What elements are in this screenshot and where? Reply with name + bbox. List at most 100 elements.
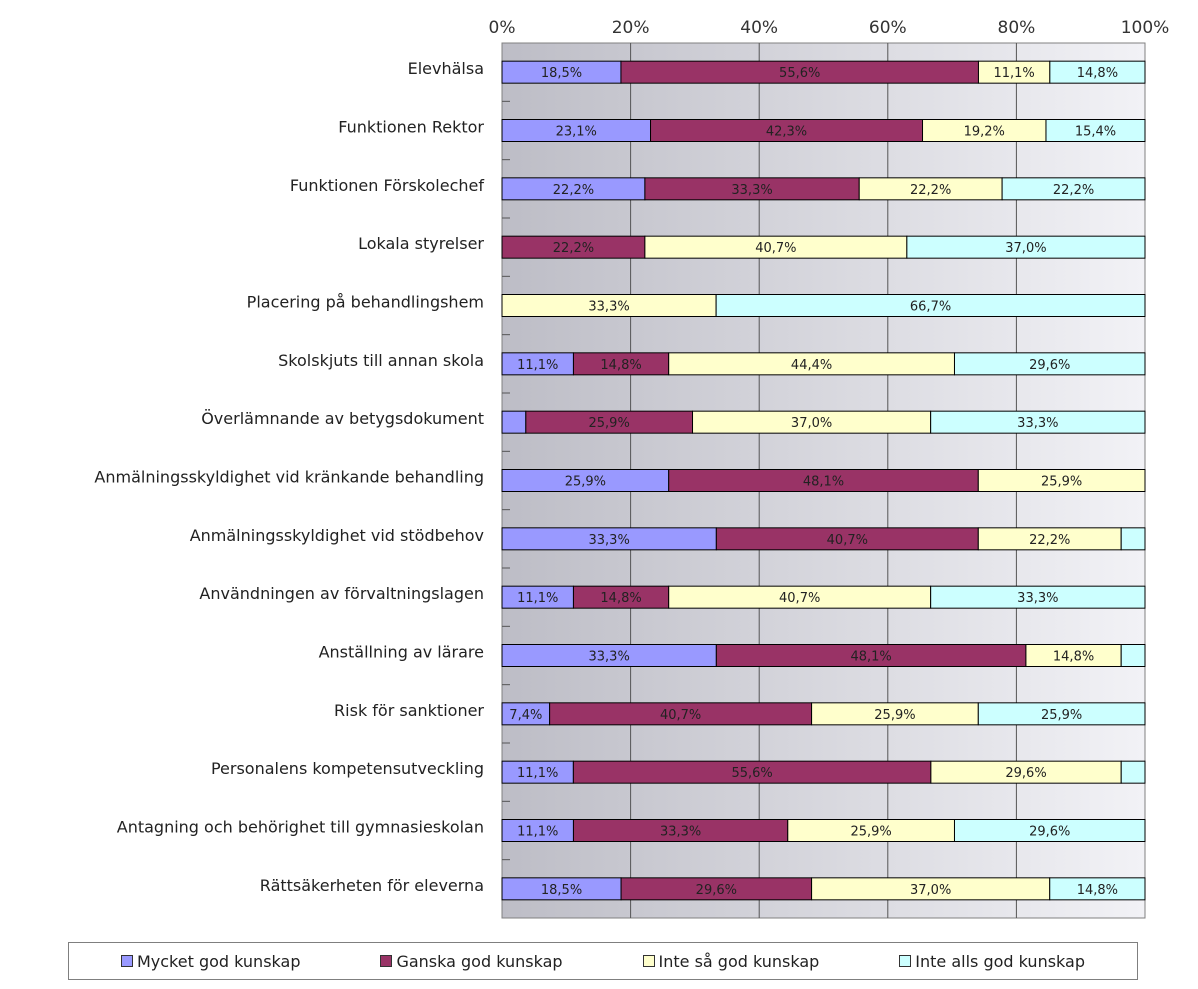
category-label: Placering på behandlingshem [247, 293, 484, 312]
category-label: Anställning av lärare [319, 643, 484, 662]
category-label: Användningen av förvaltningslagen [199, 584, 484, 603]
data-label: 40,7% [660, 708, 701, 723]
legend-label: Ganska god kunskap [396, 951, 563, 971]
legend-item: Inte så god kunskap [642, 951, 820, 971]
bar-segment [930, 410, 1146, 434]
data-label: 7,4% [509, 708, 542, 723]
bars: 18,5% 55,6% 11,1% 14,8% 23,1% 42,3% 19,2% 15,4%… [501, 60, 1146, 901]
data-label: 42,3% [766, 125, 807, 140]
data-label: 25,9% [589, 416, 630, 431]
category-labels: Elevhälsa Funktionen Rektor Funktionen För… [94, 59, 484, 895]
legend-label: Inte alls god kunskap [915, 951, 1085, 971]
bar-segment [977, 702, 1146, 726]
stacked-bar-chart: 18,5% 55,6% 11,1% 14,8% 23,1% 42,3% 19,2% 15,4%… [94, 18, 1170, 919]
category-label: Funktionen Förskolechef [290, 176, 484, 195]
bar-segment [1045, 119, 1146, 142]
category-label: Anmälningsskyldighet vid stödbehov [190, 526, 484, 545]
category-label: Anmälningsskyldighet vid kränkande behan… [94, 468, 484, 487]
data-label: 11,1% [517, 766, 558, 781]
data-label: 29,6% [696, 883, 737, 898]
bar-segment [906, 235, 1146, 259]
data-label: 14,8% [1053, 650, 1094, 665]
category-label: Elevhälsa [408, 59, 484, 78]
data-label: 18,5% [541, 883, 582, 898]
category-label: Rättsäkerheten för eleverna [260, 876, 484, 895]
data-label: 40,7% [827, 533, 868, 548]
data-label: 11,1% [517, 825, 558, 840]
x-tick-labels: 0% 20% 40% 60% 80% 100% [489, 18, 1170, 38]
bar-segment [1120, 527, 1146, 551]
data-label: 14,8% [600, 591, 641, 606]
data-label: 25,9% [1041, 475, 1082, 490]
data-label: 40,7% [755, 241, 796, 256]
data-label: 22,2% [1029, 533, 1070, 548]
data-label: 29,6% [1029, 825, 1070, 840]
legend-swatch [899, 955, 912, 967]
data-label: 14,8% [1077, 66, 1118, 81]
category-label: Antagning och behörighet till gymnasiesk… [117, 818, 484, 837]
legend-item: Mycket god kunskap [120, 951, 301, 971]
data-label: 40,7% [779, 591, 820, 606]
x-tick-label: 100% [1121, 18, 1170, 38]
data-label: 25,9% [874, 708, 915, 723]
x-tick-label: 80% [998, 18, 1036, 38]
data-label: 22,2% [1053, 183, 1094, 198]
data-label: 33,3% [660, 825, 701, 840]
bar-segment [501, 410, 527, 434]
data-label: 23,1% [556, 125, 597, 140]
data-label: 11,1% [993, 66, 1034, 81]
bar-segment [1001, 177, 1146, 201]
legend-label: Mycket god kunskap [136, 951, 301, 971]
bar-segment [1049, 877, 1146, 901]
legend-swatch [380, 955, 393, 967]
data-label: 25,9% [565, 475, 606, 490]
legend-swatch [120, 955, 133, 967]
legend: Mycket god kunskap Ganska god kunskap Inte… [68, 942, 1138, 980]
category-label: Personalens kompetensutveckling [211, 759, 484, 778]
data-label: 44,4% [791, 358, 832, 373]
category-label: Överlämnande av betygsdokument [201, 409, 484, 428]
legend-label: Inte så god kunskap [658, 951, 820, 971]
data-label: 14,8% [1077, 883, 1118, 898]
data-label: 55,6% [779, 66, 820, 81]
data-label: 22,2% [553, 183, 594, 198]
data-label: 25,9% [1041, 708, 1082, 723]
bar-segment [715, 294, 1146, 317]
bar-segment [1120, 760, 1146, 784]
legend-swatch [642, 955, 655, 967]
legend-item: Inte alls god kunskap [899, 952, 1085, 971]
data-label: 33,3% [1017, 416, 1058, 431]
data-label: 37,0% [910, 883, 951, 898]
bar-segment [930, 585, 1146, 609]
x-tick-label: 20% [612, 18, 650, 38]
data-label: 22,2% [553, 241, 594, 256]
legend-item: Ganska god kunskap [380, 951, 563, 971]
data-label: 33,3% [731, 183, 772, 198]
data-label: 22,2% [910, 183, 951, 198]
bar-segment [953, 352, 1146, 376]
data-label: 18,5% [541, 66, 582, 81]
data-label: 15,4% [1075, 125, 1116, 140]
data-label: 33,3% [588, 300, 629, 315]
category-label: Lokala styrelser [358, 234, 484, 253]
data-label: 33,3% [1017, 591, 1058, 606]
data-label: 14,8% [600, 358, 641, 373]
x-tick-label: 0% [489, 18, 516, 38]
data-label: 11,1% [517, 358, 558, 373]
data-label: 33,3% [589, 533, 630, 548]
x-tick-label: 60% [869, 18, 907, 38]
data-label: 25,9% [850, 825, 891, 840]
data-label: 37,0% [791, 416, 832, 431]
data-label: 66,7% [910, 300, 951, 315]
data-label: 33,3% [589, 650, 630, 665]
bar-segment [977, 469, 1146, 492]
data-label: 48,1% [850, 650, 891, 665]
category-label: Skolskjuts till annan skola [278, 351, 484, 370]
bar-segment [1120, 644, 1146, 667]
data-label: 29,6% [1005, 766, 1046, 781]
bar-segment [1049, 60, 1146, 84]
data-label: 55,6% [731, 766, 772, 781]
data-label: 48,1% [803, 475, 844, 490]
data-label: 19,2% [964, 125, 1005, 140]
